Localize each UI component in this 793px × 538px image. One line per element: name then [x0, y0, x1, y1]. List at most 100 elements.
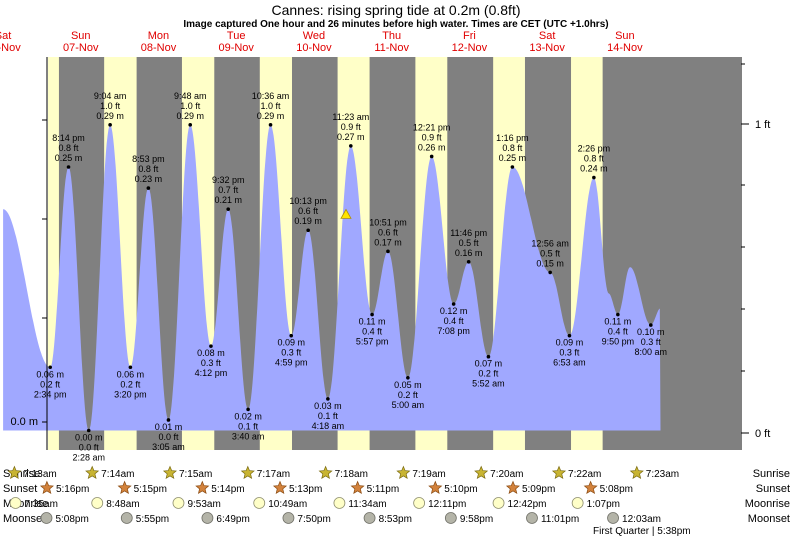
tide-extreme: 11:23 am0.9 ft0.27 m: [332, 112, 369, 148]
sunset-icon: [195, 480, 210, 495]
tide-extreme: 0.01 m0.0 ft3:05 am: [152, 418, 185, 452]
sunrise-icon: [7, 465, 22, 480]
moonrise-time: 12:11pm: [428, 499, 466, 510]
tide-label: 0.29 m: [96, 111, 124, 121]
sunrise-event: 7:22am: [551, 465, 601, 480]
sunset-event: 5:11pm: [350, 480, 400, 495]
tide-label: 9:04 am: [94, 91, 127, 101]
tide-label: 8:53 pm: [132, 154, 165, 164]
tide-point: [48, 365, 52, 370]
tide-label: 0.16 m: [455, 248, 483, 258]
tide-point: [306, 228, 310, 233]
tide-label: 0.27 m: [337, 132, 365, 142]
moonset-event: 11:01pm: [526, 512, 579, 525]
tide-label: 4:18 am: [312, 421, 345, 431]
sunset-time: 5:11pm: [367, 484, 400, 495]
tide-label: 5:00 am: [392, 400, 425, 410]
tide-label: 0.17 m: [374, 237, 402, 247]
tide-label: 2:26 pm: [578, 144, 611, 154]
moonset-time: 5:08pm: [55, 514, 88, 525]
tide-extreme: 0.06 m0.2 ft2:34 pm: [34, 365, 67, 399]
tide-label: 5:52 am: [472, 379, 505, 389]
moonset-icon: [40, 512, 53, 524]
tide-point: [268, 123, 273, 127]
tide-label: 0.26 m: [418, 142, 446, 152]
sunset-event: 5:13pm: [272, 480, 322, 495]
tide-label: 4:59 pm: [275, 358, 308, 368]
tide-label: 0.4 ft: [444, 316, 465, 326]
day-date: 14-Nov: [607, 42, 643, 54]
sunset-icon: [583, 480, 598, 495]
sunset-time: 5:14pm: [211, 484, 244, 495]
sunrise-time: 7:15am: [179, 469, 212, 480]
tide-label: 0.3 ft: [281, 348, 302, 358]
sunset-event: 5:08pm: [583, 480, 633, 495]
tide-extreme: 0.02 m0.1 ft3:40 am: [232, 407, 264, 441]
sunset-icon: [272, 480, 288, 495]
tide-label: 0.8 ft: [502, 143, 523, 153]
sunrise-event: 7:15am: [162, 465, 212, 480]
tide-point: [146, 186, 151, 190]
tide-label: 0.03 m: [314, 401, 342, 411]
day-name: Thu: [382, 30, 401, 42]
sunrise-time: 7:18am: [335, 469, 368, 480]
moonset-icon: [120, 512, 133, 524]
moonset-icon: [607, 512, 619, 524]
tide-label: 0.25 m: [55, 153, 83, 163]
tide-label: 0.05 m: [394, 380, 422, 390]
moonrise-icon: [172, 497, 185, 509]
tide-label: 2:34 pm: [34, 389, 67, 399]
sunset-event: 5:16pm: [39, 480, 89, 495]
tide-extreme: 0.10 m0.3 ft8:00 am: [635, 323, 667, 357]
tide-label: 1.0 ft: [100, 101, 121, 111]
tide-label: 5:57 pm: [356, 337, 389, 347]
moonset-time: 9:58pm: [460, 514, 493, 525]
sunrise-event: 7:20am: [474, 465, 524, 480]
moonrise-icon: [571, 497, 584, 509]
moonrise-event: 12:11pm: [413, 497, 466, 510]
tide-extreme: 0.11 m0.4 ft9:50 pm: [602, 312, 634, 347]
tide-label: 0.15 m: [536, 258, 564, 268]
sunrise-icon: [240, 465, 255, 480]
day-date: 13-Nov: [529, 42, 565, 54]
tide-point: [349, 144, 353, 148]
tide-label: 0.9 ft: [422, 132, 443, 142]
tide-extreme: 0.08 m0.3 ft4:12 pm: [195, 344, 227, 378]
moonset-icon: [201, 512, 214, 524]
tide-label: 3:05 am: [152, 442, 185, 452]
tide-extreme: 9:48 am1.0 ft0.29 m: [174, 91, 206, 127]
right-axis-label-1ft: 1 ft: [755, 119, 770, 131]
day-name: Sun: [615, 30, 635, 42]
tide-label: 0.0 ft: [79, 443, 100, 453]
left-axis: 0.0 m: [10, 57, 48, 450]
tide-point: [548, 270, 552, 275]
tide-point: [86, 428, 91, 433]
tide-label: 10:51 pm: [369, 217, 407, 227]
tide-extreme: 0.11 m0.4 ft5:57 pm: [356, 312, 389, 347]
tide-label: 0.8 ft: [584, 154, 605, 164]
moonset-icon: [526, 512, 538, 524]
moonset-event: 5:55pm: [120, 512, 169, 525]
moonset-time: 12:03am: [622, 514, 661, 525]
day-header: Sat06-Nov: [0, 30, 21, 54]
sunrise-icon: [318, 465, 333, 480]
sunrise-icon: [629, 465, 644, 480]
moonset-event: 9:58pm: [444, 512, 493, 525]
tide-extreme: 9:32 pm0.7 ft0.21 m: [212, 175, 244, 211]
sunset-icon: [39, 480, 54, 495]
tide-extreme: 10:51 pm0.6 ft0.17 m: [369, 217, 407, 254]
moonset-icon: [363, 512, 376, 524]
tide-label: 1.0 ft: [261, 101, 282, 111]
tide-label: 1.0 ft: [180, 101, 201, 111]
moonset-icon: [282, 512, 295, 524]
moonrise-icon: [492, 497, 505, 509]
right-axis-label-0ft: 0 ft: [755, 428, 770, 440]
tide-extreme: 2:26 pm0.8 ft0.24 m: [578, 144, 611, 180]
tide-label: 10:36 am: [252, 91, 290, 101]
tide-label: 0.5 ft: [459, 238, 480, 248]
tide-label: 0.2 ft: [40, 379, 61, 389]
sunset-label-left: Sunset: [3, 483, 37, 495]
